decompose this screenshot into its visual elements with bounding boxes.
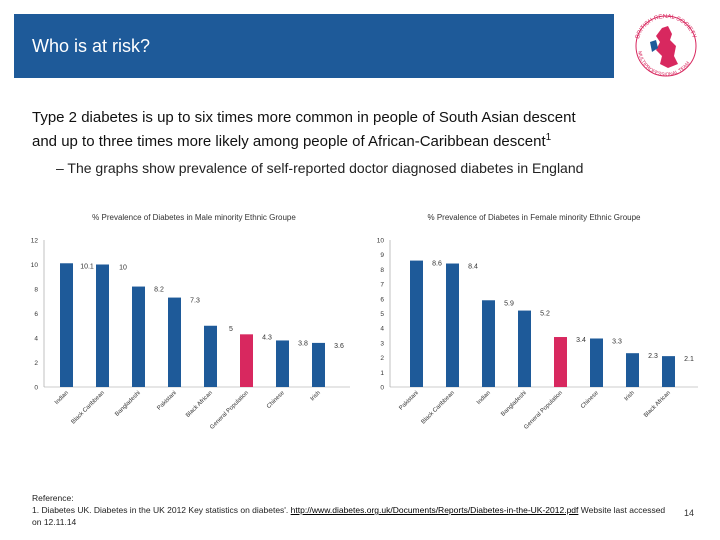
female-y-tick-label: 1 — [380, 370, 384, 377]
female-bar-black-caribbean — [446, 263, 459, 387]
female-y-tick-label: 9 — [380, 252, 384, 259]
male-bar-pakistani — [168, 297, 181, 387]
main-statement-line2: and up to three times more likely among … — [32, 133, 546, 150]
male-category-label: Black Caribbean — [71, 390, 106, 425]
female-category-label: Black Caribbean — [421, 390, 456, 425]
male-bar-indian — [60, 263, 73, 387]
male-prevalence-chart: 0 2 4 6 8 10 12 10.1 Indian 10 Black Caribbean 8.2 B… — [31, 238, 350, 431]
reference-link[interactable]: http://www.diabetes.org.uk/Documents/Rep… — [290, 505, 579, 515]
sub-statement: – The graphs show prevalence of self-rep… — [56, 160, 584, 176]
male-value-label: 7.3 — [190, 298, 200, 305]
female-category-label: General Population — [523, 390, 564, 431]
female-y-tick-label: 8 — [380, 267, 384, 274]
female-y-tick-label: 3 — [380, 340, 384, 347]
female-y-tick-label: 5 — [380, 311, 384, 318]
female-category-label: Bangladeshi — [500, 390, 528, 418]
female-value-label: 5.9 — [504, 300, 514, 307]
male-value-label: 10 — [119, 265, 127, 272]
slide-header: Who is at risk? — [14, 14, 614, 78]
male-bar-bangladeshi — [132, 286, 145, 387]
male-category-label: Irish — [310, 390, 322, 402]
female-value-label: 3.3 — [612, 338, 622, 345]
female-category-label: Chinese — [580, 390, 600, 410]
female-y-tick-label: 6 — [380, 296, 384, 303]
female-value-label: 5.2 — [540, 311, 550, 318]
female-value-label: 2.1 — [684, 356, 694, 363]
uk-map-icon — [656, 26, 678, 68]
female-y-tick-label: 7 — [380, 282, 384, 289]
male-bar-chinese — [276, 340, 289, 387]
female-chart-title: % Prevalence of Diabetes in Female minor… — [427, 213, 641, 222]
male-category-label: General Population — [209, 390, 250, 431]
female-value-label: 3.4 — [576, 337, 586, 344]
female-prevalence-chart: 0 1 2 3 4 5 6 7 8 9 10 8.6 Pakistani 8.4 Black Caribbe… — [377, 238, 698, 431]
male-value-label: 5 — [229, 326, 233, 333]
main-statement: Type 2 diabetes is up to six times more … — [32, 108, 702, 152]
female-y-tick-label: 4 — [380, 326, 384, 333]
male-y-tick-label: 8 — [34, 287, 38, 294]
male-y-tick-label: 12 — [31, 238, 39, 245]
slide-title: Who is at risk? — [32, 36, 151, 56]
renal-society-logo: BRITISH RENAL SOCIETY MULTIPROFESSIONAL … — [635, 14, 697, 78]
female-bar-bangladeshi — [518, 310, 531, 387]
female-category-label: Black African — [643, 390, 672, 419]
male-bar-black-african — [204, 325, 217, 387]
female-category-label: Irish — [624, 390, 636, 402]
male-y-tick-label: 6 — [34, 311, 38, 318]
female-y-tick-label: 2 — [380, 355, 384, 362]
reference-suffix: Website last accessed on 12.11.14 — [32, 505, 666, 527]
male-category-label: Chinese — [266, 390, 286, 410]
male-y-tick-label: 0 — [34, 385, 38, 392]
male-y-tick-label: 4 — [34, 336, 38, 343]
reference-text: 1. Diabetes UK. Diabetes in the UK 2012 … — [32, 505, 291, 515]
male-bar-general-population — [240, 334, 253, 387]
male-value-label: 8.2 — [154, 287, 164, 294]
male-category-label: Bangladeshi — [114, 390, 142, 418]
female-bar-general-population — [554, 337, 567, 387]
male-value-label: 4.3 — [262, 334, 272, 341]
reference-label: Reference: — [32, 493, 74, 503]
female-bar-indian — [482, 300, 495, 387]
page-number: 14 — [684, 508, 695, 518]
female-value-label: 2.3 — [648, 353, 658, 360]
male-value-label: 3.6 — [334, 343, 344, 350]
female-value-label: 8.4 — [468, 264, 478, 271]
male-category-label: Black African — [185, 390, 214, 419]
female-y-tick-label: 0 — [380, 385, 384, 392]
male-value-label: 10.1 — [80, 263, 94, 270]
reference-block: Reference: 1. Diabetes UK. Diabetes in t… — [32, 492, 672, 528]
female-y-tick-label: 10 — [377, 238, 385, 245]
male-y-tick-label: 2 — [34, 360, 38, 367]
female-value-label: 8.6 — [432, 261, 442, 268]
male-y-tick-label: 10 — [31, 262, 39, 269]
male-chart-title: % Prevalence of Diabetes in Male minorit… — [92, 213, 296, 222]
female-bar-black-african — [662, 356, 675, 387]
citation-superscript: 1 — [545, 132, 552, 143]
male-category-label: Pakistani — [156, 390, 177, 411]
female-bar-irish — [626, 353, 639, 387]
female-category-label: Indian — [476, 390, 492, 406]
male-bar-black-caribbean — [96, 264, 109, 387]
main-statement-line1: Type 2 diabetes is up to six times more … — [32, 109, 576, 126]
male-bar-irish — [312, 342, 325, 387]
male-value-label: 3.8 — [298, 340, 308, 347]
male-category-label: Indian — [54, 390, 70, 406]
female-category-label: Pakistani — [398, 390, 419, 411]
female-bar-pakistani — [410, 260, 423, 387]
female-bar-chinese — [590, 338, 603, 387]
